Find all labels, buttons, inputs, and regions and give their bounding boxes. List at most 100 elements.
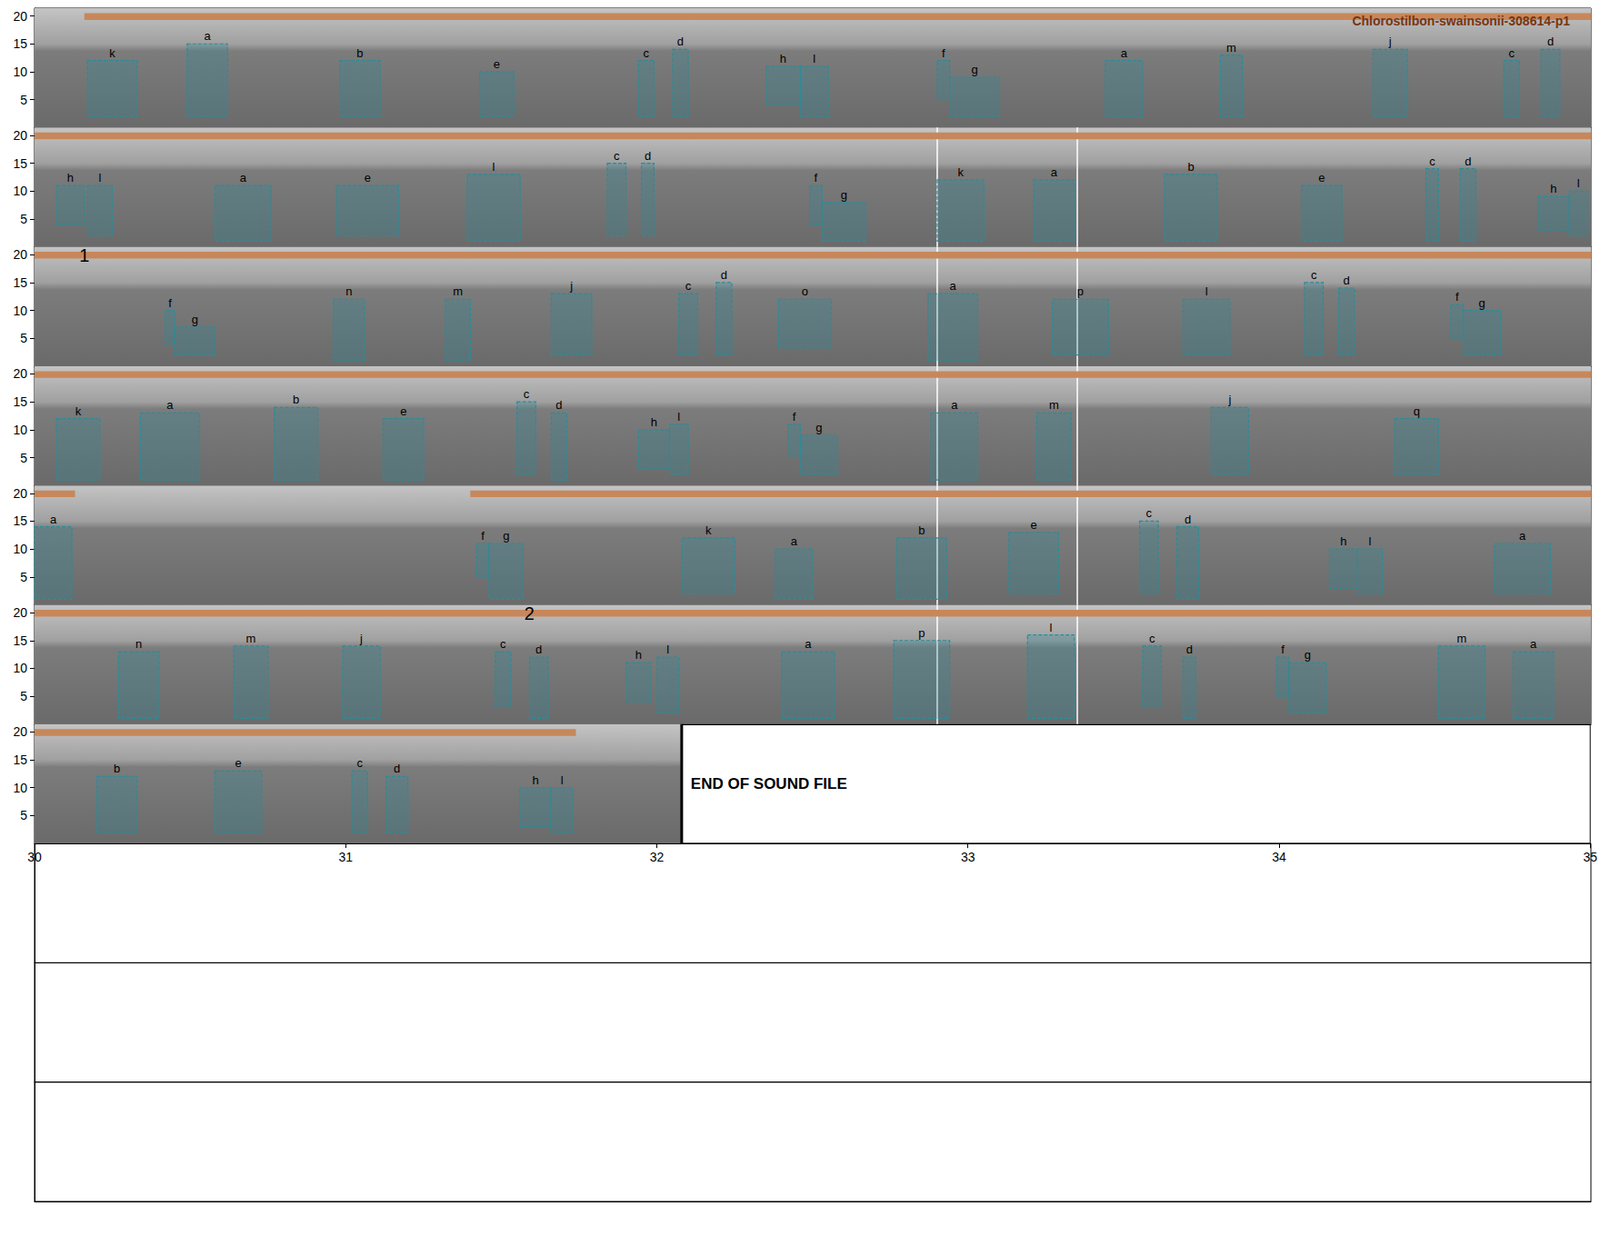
svg-text:10: 10 — [12, 64, 28, 80]
svg-text:h: h — [650, 415, 658, 430]
svg-text:d: d — [555, 398, 562, 412]
svg-text:10: 10 — [12, 660, 28, 676]
svg-text:c: c — [1429, 154, 1436, 169]
svg-text:33: 33 — [960, 850, 976, 865]
svg-text:a: a — [203, 29, 211, 43]
svg-text:c: c — [1508, 46, 1515, 60]
svg-text:h: h — [531, 773, 539, 788]
svg-text:e: e — [1318, 170, 1325, 185]
svg-text:10: 10 — [12, 422, 28, 438]
svg-text:5: 5 — [20, 92, 28, 108]
svg-text:m: m — [246, 631, 257, 646]
svg-text:n: n — [345, 284, 352, 299]
svg-text:20: 20 — [12, 486, 28, 501]
svg-text:10: 10 — [12, 541, 28, 557]
svg-text:m: m — [1456, 631, 1467, 646]
svg-text:15: 15 — [12, 633, 28, 649]
svg-text:a: a — [950, 398, 959, 412]
svg-text:m: m — [1226, 40, 1237, 55]
svg-text:f: f — [1280, 642, 1285, 657]
svg-text:e: e — [400, 404, 407, 419]
svg-text:d: d — [1343, 273, 1350, 288]
svg-text:j: j — [359, 631, 363, 646]
svg-text:f: f — [792, 410, 797, 424]
svg-text:15: 15 — [12, 156, 28, 171]
svg-text:l: l — [677, 410, 680, 424]
svg-text:h: h — [67, 170, 74, 185]
svg-text:e: e — [493, 57, 500, 71]
svg-text:a: a — [240, 170, 248, 185]
svg-text:a: a — [1120, 46, 1129, 60]
svg-text:l: l — [1577, 176, 1580, 190]
svg-text:10: 10 — [12, 183, 28, 199]
svg-text:20: 20 — [12, 724, 28, 740]
svg-text:f: f — [941, 46, 946, 60]
svg-text:j: j — [1227, 392, 1231, 407]
svg-text:p: p — [918, 626, 925, 640]
svg-text:k: k — [957, 165, 964, 180]
svg-text:32: 32 — [650, 850, 665, 865]
svg-text:c: c — [500, 637, 507, 651]
svg-text:e: e — [364, 170, 371, 185]
svg-text:m: m — [452, 284, 463, 299]
svg-text:k: k — [109, 46, 116, 60]
svg-text:c: c — [356, 756, 363, 770]
svg-text:a: a — [166, 398, 174, 412]
svg-text:15: 15 — [12, 752, 28, 768]
svg-text:15: 15 — [12, 513, 28, 529]
svg-text:k: k — [705, 523, 712, 538]
svg-text:l: l — [1368, 534, 1371, 549]
svg-text:l: l — [812, 51, 816, 66]
svg-text:20: 20 — [12, 247, 28, 262]
svg-text:g: g — [840, 188, 848, 202]
svg-text:5: 5 — [20, 689, 28, 704]
svg-text:g: g — [502, 529, 510, 543]
svg-text:d: d — [1464, 154, 1471, 169]
svg-text:31: 31 — [338, 850, 353, 865]
svg-text:a: a — [1530, 637, 1538, 651]
svg-text:c: c — [1149, 631, 1156, 646]
svg-text:a: a — [949, 279, 957, 293]
svg-text:c: c — [685, 279, 692, 293]
svg-text:c: c — [1310, 268, 1318, 282]
svg-text:b: b — [1187, 160, 1194, 174]
svg-text:2: 2 — [524, 603, 535, 624]
svg-text:e: e — [235, 756, 242, 770]
svg-text:n: n — [135, 637, 142, 651]
svg-text:35: 35 — [1582, 850, 1598, 865]
svg-text:a: a — [1050, 165, 1059, 180]
svg-text:b: b — [292, 392, 300, 407]
svg-text:p: p — [1077, 284, 1084, 299]
svg-text:q: q — [1413, 404, 1420, 419]
svg-text:b: b — [918, 523, 925, 538]
svg-text:20: 20 — [12, 9, 28, 24]
svg-text:30: 30 — [27, 850, 42, 865]
svg-text:l: l — [1205, 284, 1209, 299]
svg-text:e: e — [1030, 518, 1037, 532]
svg-text:l: l — [1049, 620, 1052, 635]
svg-text:5: 5 — [20, 808, 28, 823]
svg-text:d: d — [535, 642, 542, 657]
svg-text:20: 20 — [12, 366, 28, 381]
svg-text:15: 15 — [12, 36, 28, 51]
svg-text:d: d — [644, 149, 651, 163]
svg-text:c: c — [613, 149, 620, 163]
svg-text:b: b — [113, 761, 120, 776]
svg-text:5: 5 — [20, 211, 28, 227]
svg-text:h: h — [1340, 534, 1347, 549]
svg-text:f: f — [814, 170, 819, 185]
svg-text:o: o — [801, 284, 809, 299]
svg-text:15: 15 — [12, 394, 28, 410]
svg-text:20: 20 — [12, 128, 28, 143]
svg-text:h: h — [635, 648, 642, 662]
svg-text:d: d — [720, 268, 728, 282]
svg-text:g: g — [191, 312, 199, 327]
svg-text:b: b — [356, 46, 363, 60]
svg-text:5: 5 — [20, 450, 28, 466]
svg-text:k: k — [75, 404, 82, 419]
svg-text:5: 5 — [20, 330, 28, 346]
svg-text:1: 1 — [79, 245, 90, 266]
svg-text:a: a — [790, 534, 799, 549]
svg-text:d: d — [1184, 512, 1191, 527]
svg-text:c: c — [523, 387, 530, 401]
